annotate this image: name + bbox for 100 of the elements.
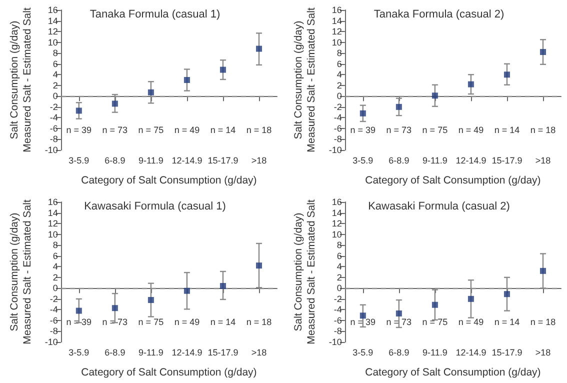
annotation: n = 49: [458, 125, 484, 135]
y-tick-label: 2: [52, 272, 58, 282]
annotation: n = 73: [386, 317, 412, 327]
annotation: n = 75: [422, 125, 448, 135]
x-tick-label: >18: [251, 348, 267, 358]
x-tick-label: 9-11.9: [138, 156, 164, 166]
x-tick-label: 3-5.9: [352, 156, 374, 166]
y-tick-label: -8: [334, 134, 342, 144]
x-tick-label: 15-17.9: [208, 156, 238, 166]
x-tick-label: 12-14.9: [456, 156, 486, 166]
annotation: n = 73: [102, 317, 128, 327]
y-tick-label: 4: [336, 70, 342, 80]
y-tick-label: 6: [336, 58, 342, 69]
y-tick-label: 8: [336, 240, 342, 250]
x-tick-label: 6-8.9: [104, 348, 126, 358]
x-tick-label: 12-14.9: [456, 348, 486, 358]
y-tick-label: 14: [48, 208, 58, 218]
y-tick-label: 0: [336, 283, 342, 294]
point: [468, 296, 474, 302]
point: [184, 288, 190, 294]
annotation: n = 18: [530, 317, 556, 327]
x-tick-label: 3-5.9: [68, 156, 90, 166]
point: [432, 92, 438, 99]
chart-title: Kawasaki Formula (casual 1): [84, 200, 226, 212]
y-tick-label: 10: [48, 229, 58, 240]
x-tick-label: 6-8.9: [388, 156, 410, 166]
y-tick-label: -4: [334, 112, 342, 123]
y-tick-label: 12: [332, 26, 342, 37]
annotation: n = 14: [210, 125, 236, 135]
y-tick-label: 0: [336, 91, 342, 102]
point: [540, 49, 546, 55]
x-tick-label: 9-11.9: [138, 348, 164, 358]
x-tick-label: 15-17.9: [208, 348, 238, 358]
point: [360, 110, 366, 116]
x-tick-label: >18: [535, 156, 551, 166]
y-tick-label: 0: [52, 91, 58, 102]
point: [112, 305, 118, 312]
point: [396, 104, 402, 110]
y-tick-label: 16: [332, 5, 342, 15]
point: [148, 89, 154, 96]
point: [432, 302, 438, 308]
y-tick-label: 0: [52, 283, 58, 294]
y-tick-label: -2: [50, 294, 58, 304]
y-tick-label: -8: [50, 134, 58, 144]
point: [504, 291, 510, 298]
x-tick-label: 3-5.9: [68, 348, 90, 358]
y-tick-label: 6: [52, 58, 58, 69]
y-tick-label: -2: [334, 102, 342, 112]
annotation: n = 14: [494, 125, 520, 135]
annotation: n = 49: [174, 317, 200, 327]
x-tick-label: 12-14.9: [172, 348, 202, 358]
y-tick-label: 10: [332, 37, 342, 48]
x-tick-label: 15-17.9: [492, 156, 522, 166]
y-axis-title: Salt Consumption (g/day) Measured Salt - Estimated Salt: [8, 8, 34, 152]
x-tick-label: 3-5.9: [352, 348, 374, 358]
x-tick-label: 12-14.9: [172, 156, 202, 166]
y-tick-label: -6: [50, 315, 58, 326]
y-tick-label: -4: [50, 112, 58, 123]
annotation: n = 73: [102, 125, 128, 135]
x-axis-title: Category of Salt Consumption (g/day): [81, 174, 257, 186]
x-axis-title: Category of Salt Consumption (g/day): [365, 366, 541, 378]
annotation: n = 18: [246, 317, 272, 327]
x-axis-title: Category of Salt Consumption (g/day): [365, 174, 541, 186]
y-tick-label: 14: [48, 16, 58, 26]
y-tick-label: -10: [44, 145, 58, 155]
y-tick-label: 14: [332, 208, 342, 218]
y-axis-title: Salt Consumption (g/day) Measured Salt - Estimated Salt: [8, 200, 34, 344]
point: [360, 312, 366, 319]
y-tick-label: 16: [48, 197, 58, 207]
annotation: n = 75: [138, 317, 164, 327]
x-tick-label: >18: [535, 348, 551, 358]
y-tick-label: -2: [50, 102, 58, 112]
y-tick-label: 4: [52, 70, 58, 80]
x-tick-label: >18: [251, 156, 267, 166]
annotation: n = 73: [386, 125, 412, 135]
y-tick-label: -10: [44, 337, 58, 347]
y-tick-label: -10: [328, 145, 342, 155]
x-tick-label: 15-17.9: [492, 348, 522, 358]
x-tick-label: 6-8.9: [388, 348, 410, 358]
point: [148, 297, 154, 303]
y-tick-label: 14: [332, 16, 342, 26]
y-tick-label: -4: [334, 304, 342, 315]
y-tick-label: 2: [52, 80, 58, 90]
y-tick-label: -8: [334, 326, 342, 336]
y-tick-label: 12: [332, 218, 342, 229]
y-tick-label: 2: [336, 272, 342, 282]
y-tick-label: 16: [332, 197, 342, 207]
point: [184, 77, 190, 83]
chart-title: Kawasaki Formula (casual 2): [368, 200, 510, 212]
point: [220, 283, 226, 289]
annotation: n = 39: [66, 317, 92, 327]
point: [396, 310, 402, 316]
annotation: n = 18: [530, 125, 556, 135]
y-tick-label: -6: [334, 315, 342, 326]
y-tick-label: 2: [336, 80, 342, 90]
x-tick-label: 9-11.9: [422, 348, 448, 358]
chart-title: Tanaka Formula (casual 2): [374, 8, 504, 20]
annotation: n = 18: [246, 125, 272, 135]
x-axis-title: Category of Salt Consumption (g/day): [81, 366, 257, 378]
y-tick-label: 6: [336, 250, 342, 261]
